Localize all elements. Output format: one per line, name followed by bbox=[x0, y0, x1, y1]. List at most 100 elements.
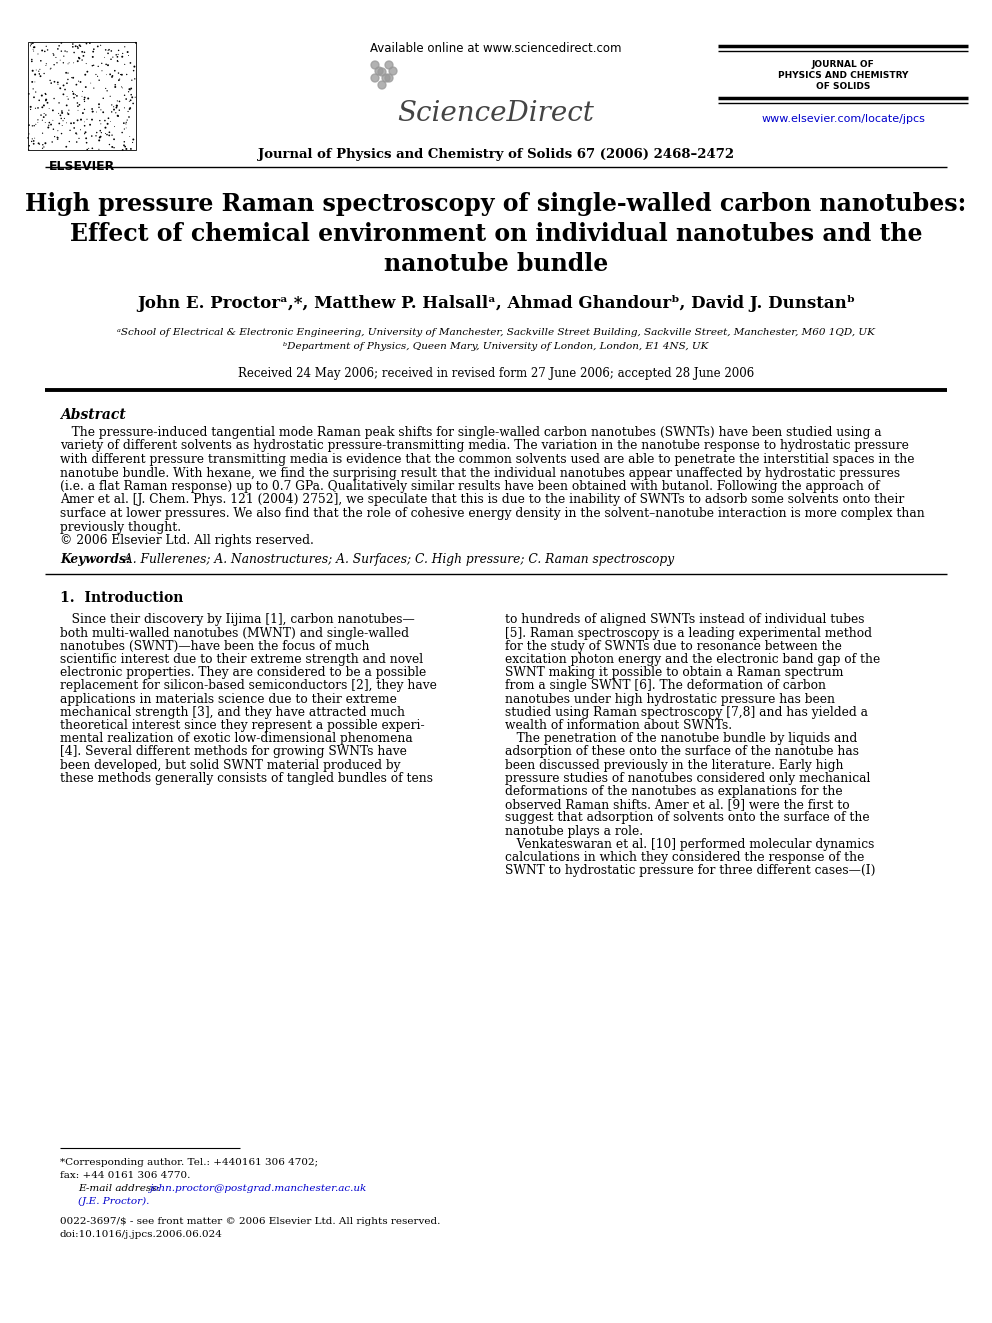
Text: *Corresponding author. Tel.: +440161 306 4702;: *Corresponding author. Tel.: +440161 306… bbox=[60, 1158, 318, 1167]
Text: SWNT to hydrostatic pressure for three different cases—(I): SWNT to hydrostatic pressure for three d… bbox=[505, 864, 876, 877]
Point bbox=[39, 53, 55, 74]
Point bbox=[77, 77, 93, 98]
Point bbox=[74, 49, 90, 70]
Point bbox=[91, 139, 107, 160]
Point bbox=[92, 110, 108, 131]
Point bbox=[127, 87, 143, 108]
Text: these methods generally consists of tangled bundles of tens: these methods generally consists of tang… bbox=[60, 771, 433, 785]
Point bbox=[111, 70, 127, 91]
Point bbox=[71, 94, 87, 115]
Circle shape bbox=[371, 61, 379, 69]
Point bbox=[30, 112, 46, 134]
Point bbox=[67, 85, 83, 106]
Point bbox=[79, 108, 95, 130]
Point bbox=[51, 103, 66, 124]
Point bbox=[73, 108, 89, 130]
Point bbox=[24, 131, 40, 152]
Point bbox=[26, 41, 42, 62]
Point bbox=[60, 73, 75, 94]
Point bbox=[98, 78, 114, 99]
Text: doi:10.1016/j.jpcs.2006.06.024: doi:10.1016/j.jpcs.2006.06.024 bbox=[60, 1230, 223, 1240]
Point bbox=[99, 124, 115, 146]
Point bbox=[88, 126, 104, 147]
Point bbox=[82, 33, 98, 54]
Point bbox=[117, 54, 133, 75]
Point bbox=[117, 36, 133, 57]
Point bbox=[23, 99, 39, 120]
Point bbox=[44, 73, 60, 94]
Point bbox=[43, 58, 59, 79]
Text: Since their discovery by Iijima [1], carbon nanotubes—: Since their discovery by Iijima [1], car… bbox=[60, 614, 415, 627]
Point bbox=[97, 110, 113, 131]
Point bbox=[99, 114, 115, 135]
Circle shape bbox=[378, 67, 386, 75]
Point bbox=[75, 102, 91, 123]
Point bbox=[93, 99, 109, 120]
Point bbox=[103, 41, 119, 62]
Text: John E. Proctorᵃ,*, Matthew P. Halsallᵃ, Ahmad Ghandourᵇ, David J. Dunstanᵇ: John E. Proctorᵃ,*, Matthew P. Halsallᵃ,… bbox=[137, 295, 855, 312]
Point bbox=[55, 115, 70, 136]
Point bbox=[35, 97, 51, 118]
Text: replacement for silicon-based semiconductors [2], they have: replacement for silicon-based semiconduc… bbox=[60, 680, 436, 692]
Point bbox=[80, 138, 96, 159]
Point bbox=[76, 99, 92, 120]
Text: 1.  Introduction: 1. Introduction bbox=[60, 591, 184, 606]
Text: High pressure Raman spectroscopy of single-walled carbon nanotubes:: High pressure Raman spectroscopy of sing… bbox=[26, 192, 966, 216]
Point bbox=[99, 81, 115, 102]
Point bbox=[104, 136, 120, 157]
Point bbox=[53, 78, 68, 99]
Text: nanotubes under high hydrostatic pressure has been: nanotubes under high hydrostatic pressur… bbox=[505, 693, 835, 705]
Point bbox=[25, 128, 41, 149]
Point bbox=[114, 77, 130, 98]
Point bbox=[34, 40, 50, 61]
FancyBboxPatch shape bbox=[28, 42, 136, 149]
Text: [5]. Raman spectroscopy is a leading experimental method: [5]. Raman spectroscopy is a leading exp… bbox=[505, 627, 872, 640]
Point bbox=[54, 123, 69, 144]
Point bbox=[113, 64, 129, 85]
Point bbox=[52, 36, 67, 57]
Point bbox=[60, 102, 75, 123]
Point bbox=[125, 132, 141, 153]
Point bbox=[26, 87, 42, 108]
Point bbox=[119, 110, 135, 131]
Point bbox=[27, 64, 43, 85]
Point bbox=[61, 89, 76, 110]
Point bbox=[118, 118, 134, 139]
Text: deformations of the nanotubes as explanations for the: deformations of the nanotubes as explana… bbox=[505, 785, 842, 798]
Point bbox=[105, 46, 121, 67]
Point bbox=[116, 112, 132, 134]
Point bbox=[28, 82, 44, 103]
Point bbox=[108, 102, 124, 123]
Point bbox=[115, 42, 131, 64]
Text: electronic properties. They are considered to be a possible: electronic properties. They are consider… bbox=[60, 667, 427, 679]
Point bbox=[106, 99, 122, 120]
Point bbox=[126, 56, 142, 77]
Point bbox=[70, 37, 86, 58]
Point bbox=[42, 112, 58, 134]
Point bbox=[47, 126, 62, 147]
Point bbox=[118, 139, 134, 160]
Point bbox=[54, 101, 69, 122]
Point bbox=[74, 81, 90, 102]
Point bbox=[50, 38, 65, 60]
Point bbox=[60, 69, 75, 90]
Point bbox=[39, 89, 55, 110]
Point bbox=[76, 89, 92, 110]
Point bbox=[63, 112, 79, 134]
Point bbox=[72, 36, 88, 57]
Point bbox=[101, 40, 117, 61]
Point bbox=[91, 97, 107, 118]
Point bbox=[106, 138, 122, 159]
Point bbox=[36, 136, 52, 157]
Point bbox=[65, 67, 81, 89]
Point bbox=[24, 49, 40, 70]
Point bbox=[118, 111, 134, 132]
Point bbox=[69, 36, 85, 57]
Point bbox=[114, 122, 130, 143]
Point bbox=[116, 119, 132, 140]
Point bbox=[50, 71, 65, 93]
Point bbox=[78, 132, 94, 153]
Point bbox=[50, 127, 65, 148]
Point bbox=[54, 108, 69, 130]
Point bbox=[43, 58, 59, 79]
